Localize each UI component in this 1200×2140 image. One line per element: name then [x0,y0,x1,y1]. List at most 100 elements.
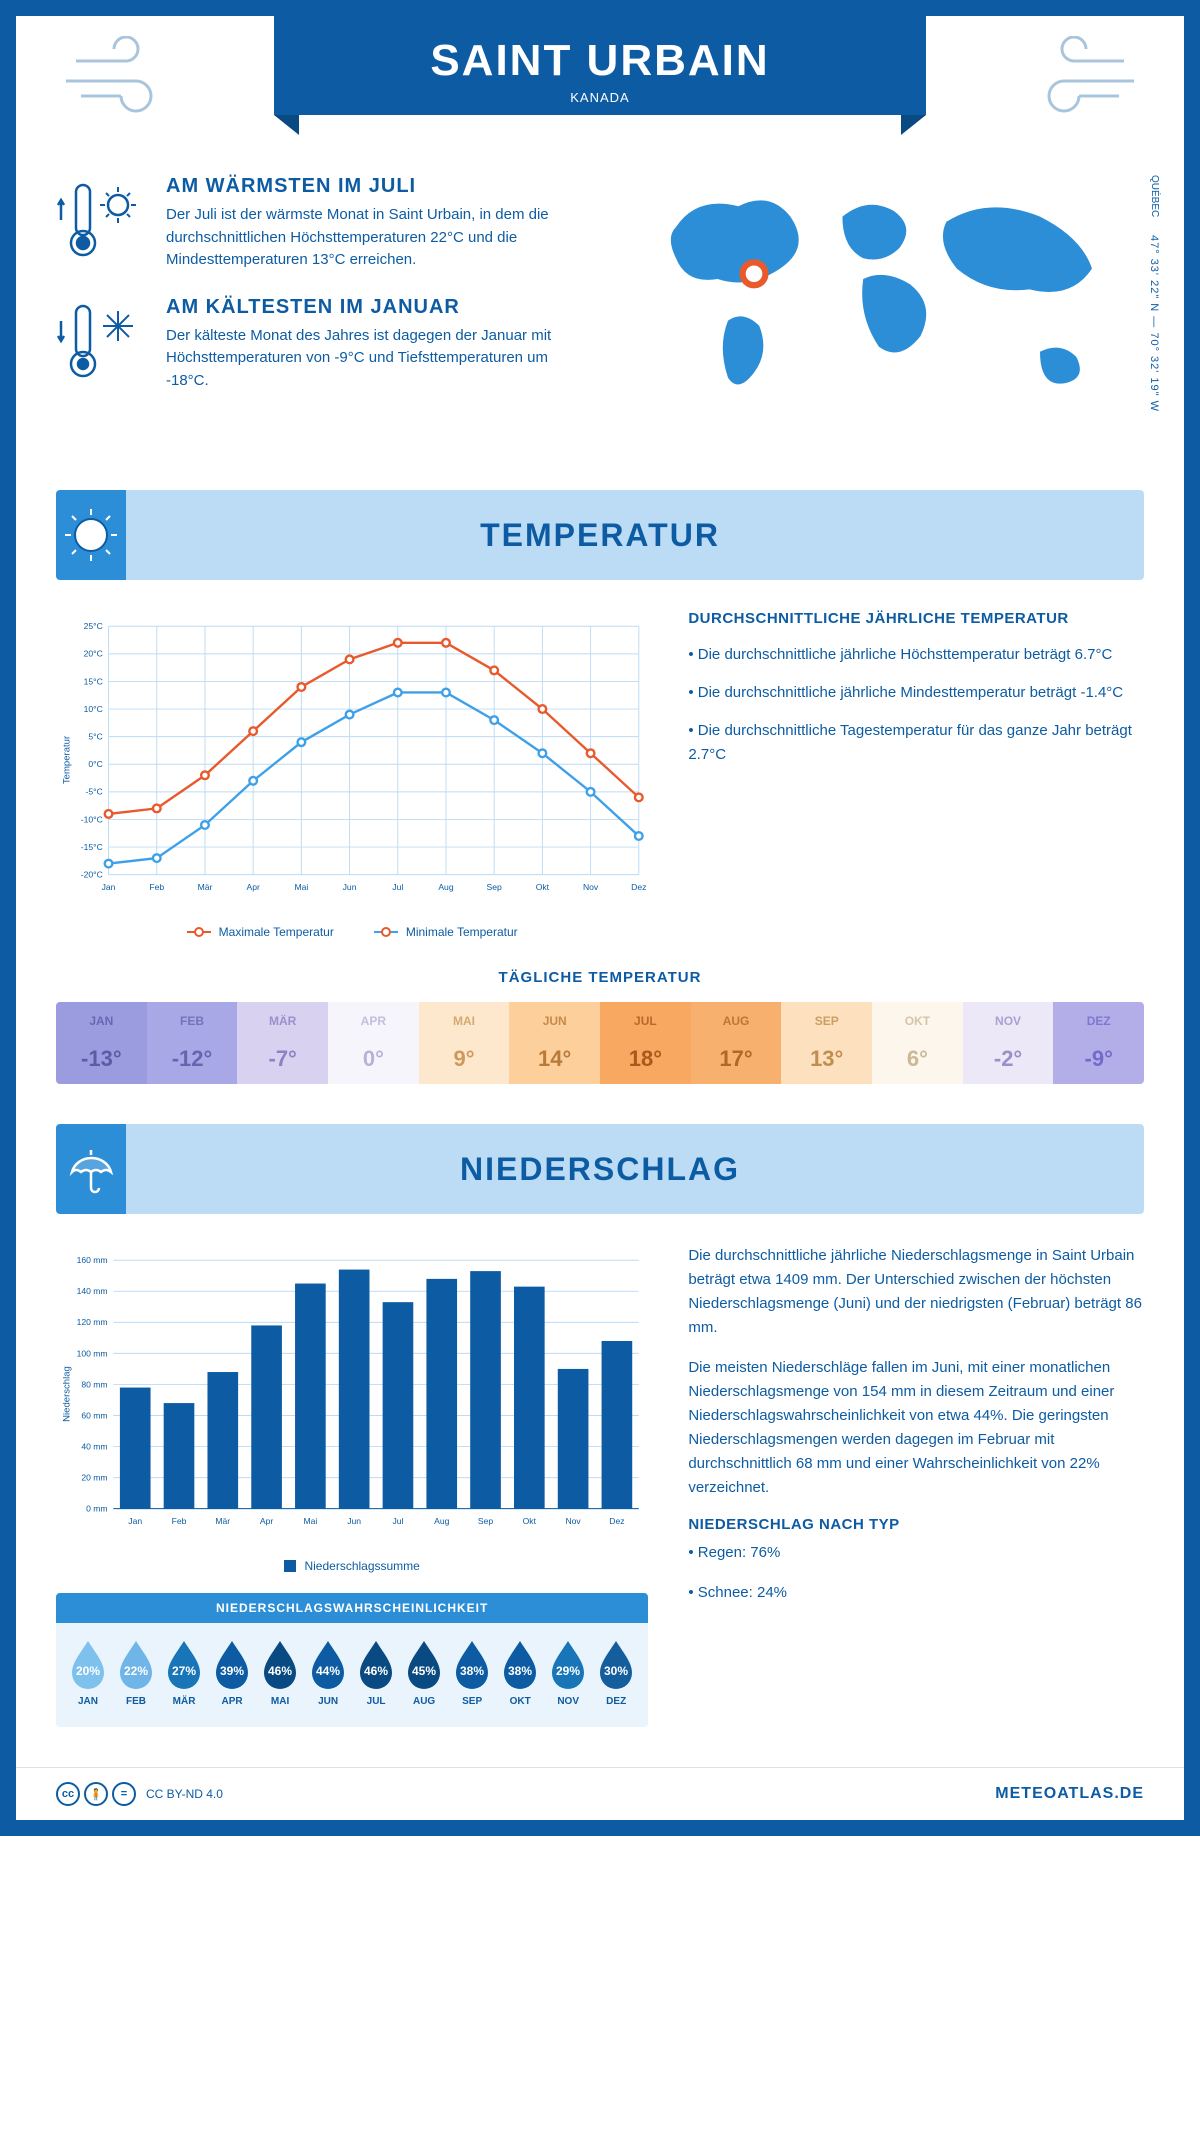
svg-text:Sep: Sep [487,882,502,892]
sun-icon [56,490,126,580]
svg-text:Mär: Mär [198,882,213,892]
svg-text:120 mm: 120 mm [77,1318,108,1328]
temp-cell: DEZ-9° [1053,1002,1144,1084]
brand: METEOATLAS.DE [995,1785,1144,1803]
svg-text:Jan: Jan [128,1516,142,1526]
probability-drop: 46%JUL [355,1637,397,1707]
temp-cell: MÄR-7° [237,1002,328,1084]
svg-text:Apr: Apr [246,882,259,892]
svg-text:46%: 46% [268,1664,292,1678]
svg-text:100 mm: 100 mm [77,1349,108,1359]
precip-type-heading: NIEDERSCHLAG NACH TYP [688,1516,1144,1533]
probability-drop: 38%OKT [499,1637,541,1707]
license-text: CC BY-ND 4.0 [146,1787,223,1801]
svg-text:Jan: Jan [102,882,116,892]
svg-text:Niederschlag: Niederschlag [61,1367,72,1423]
svg-text:Aug: Aug [438,882,453,892]
temp-desc-heading: DURCHSCHNITTLICHE JÄHRLICHE TEMPERATUR [688,610,1144,627]
temp-cell: FEB-12° [147,1002,238,1084]
probability-drop: 45%AUG [403,1637,445,1707]
temp-cell: AUG17° [691,1002,782,1084]
probability-drop: 20%JAN [67,1637,109,1707]
header: SAINT URBAIN KANADA [16,16,1184,145]
temp-description: DURCHSCHNITTLICHE JÄHRLICHE TEMPERATUR •… [688,610,1144,939]
footer: cc 🧍 = CC BY-ND 4.0 METEOATLAS.DE [16,1767,1184,1820]
wind-icon-left [56,36,176,121]
svg-text:29%: 29% [556,1664,580,1678]
svg-text:27%: 27% [172,1664,196,1678]
temp-desc-b2: • Die durchschnittliche jährliche Mindes… [688,681,1144,705]
by-icon: 🧍 [84,1782,108,1806]
svg-text:5°C: 5°C [88,732,102,742]
svg-text:-20°C: -20°C [81,870,103,880]
svg-text:38%: 38% [508,1664,532,1678]
svg-text:46%: 46% [364,1664,388,1678]
svg-text:Temperatur: Temperatur [61,735,72,784]
svg-text:Okt: Okt [523,1516,537,1526]
temp-cell: APR0° [328,1002,419,1084]
country-label: KANADA [274,90,927,105]
coldest-text: Der kälteste Monat des Jahres ist dagege… [166,325,584,393]
svg-text:Nov: Nov [565,1516,581,1526]
temp-cell: MAI9° [419,1002,510,1084]
probability-heading: NIEDERSCHLAGSWAHRSCHEINLICHKEIT [56,1593,648,1623]
precipitation-header: NIEDERSCHLAG [56,1124,1144,1214]
cc-icon: cc [56,1782,80,1806]
svg-text:Feb: Feb [149,882,164,892]
svg-text:10°C: 10°C [84,704,103,714]
svg-text:Jul: Jul [392,1516,403,1526]
temp-cell: JUL18° [600,1002,691,1084]
temp-cell: NOV-2° [963,1002,1054,1084]
warmest-title: AM WÄRMSTEN IM JULI [166,175,584,198]
svg-text:38%: 38% [460,1664,484,1678]
svg-text:Jul: Jul [392,882,403,892]
svg-text:Apr: Apr [260,1516,273,1526]
probability-drop: 44%JUN [307,1637,349,1707]
legend-max: Maximale Temperatur [219,925,334,939]
svg-text:25°C: 25°C [84,622,103,632]
precip-p1: Die durchschnittliche jährliche Niedersc… [688,1244,1144,1340]
probability-drop: 22%FEB [115,1637,157,1707]
svg-text:0°C: 0°C [88,760,102,770]
svg-text:39%: 39% [220,1664,244,1678]
temp-cell: JAN-13° [56,1002,147,1084]
svg-text:Feb: Feb [172,1516,187,1526]
temp-cell: SEP13° [781,1002,872,1084]
region-label: QUÉBEC [1149,175,1160,217]
daily-temp: TÄGLICHE TEMPERATUR JAN-13°FEB-12°MÄR-7°… [16,959,1184,1104]
svg-text:-10°C: -10°C [81,815,103,825]
warmest-text: Der Juli ist der wärmste Monat in Saint … [166,204,584,272]
svg-text:45%: 45% [412,1664,436,1678]
city-title: SAINT URBAIN [274,36,927,86]
coldest-block: AM KÄLTESTEN IM JANUAR Der kälteste Mona… [56,296,584,393]
svg-text:Mai: Mai [303,1516,317,1526]
temp-desc-b3: • Die durchschnittliche Tagestemperatur … [688,719,1144,767]
temp-desc-b1: • Die durchschnittliche jährliche Höchst… [688,643,1144,667]
svg-text:20°C: 20°C [84,649,103,659]
precip-legend-label: Niederschlagssumme [304,1559,419,1573]
temp-cell: OKT6° [872,1002,963,1084]
svg-text:60 mm: 60 mm [81,1411,107,1421]
svg-text:Mär: Mär [215,1516,230,1526]
svg-text:30%: 30% [604,1664,628,1678]
world-map-container: QUÉBEC 47° 33' 22" N — 70° 32' 19" W [624,175,1144,450]
svg-text:80 mm: 80 mm [81,1380,107,1390]
probability-box: NIEDERSCHLAGSWAHRSCHEINLICHKEIT 20%JAN22… [56,1593,648,1727]
umbrella-icon [56,1124,126,1214]
svg-text:15°C: 15°C [84,677,103,687]
info-section: AM WÄRMSTEN IM JULI Der Juli ist der wär… [16,145,1184,470]
temperature-chart: -20°C-15°C-10°C-5°C0°C5°C10°C15°C20°C25°… [56,610,648,939]
precip-rain: • Regen: 76% [688,1541,1144,1565]
coords-label: 47° 33' 22" N — 70° 32' 19" W [1148,235,1160,412]
warmest-block: AM WÄRMSTEN IM JULI Der Juli ist der wär… [56,175,584,272]
svg-text:Dez: Dez [631,882,646,892]
thermometer-snow-icon [56,296,146,393]
probability-drop: 39%APR [211,1637,253,1707]
svg-text:Aug: Aug [434,1516,449,1526]
precip-snow: • Schnee: 24% [688,1581,1144,1605]
temperature-title: TEMPERATUR [126,517,1144,554]
probability-drop: 29%NOV [547,1637,589,1707]
svg-text:44%: 44% [316,1664,340,1678]
svg-text:Jun: Jun [343,882,357,892]
svg-text:160 mm: 160 mm [77,1256,108,1266]
